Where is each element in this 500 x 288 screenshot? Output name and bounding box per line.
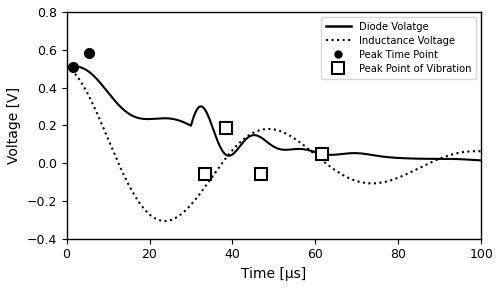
Diode Volatge (70, 65, 76, 68)
Inductance Voltage (478, 150, 484, 153)
Inductance Voltage (162, 219, 168, 223)
Inductance Voltage (404, 172, 410, 175)
Y-axis label: Voltage [V]: Voltage [V] (7, 87, 21, 164)
Line: Diode Volatge: Diode Volatge (66, 66, 481, 160)
Inductance Voltage (312, 153, 318, 156)
Inductance Voltage (139, 204, 145, 208)
Diode Volatge (222, 152, 228, 156)
Diode Volatge (139, 117, 145, 120)
Legend: Diode Volatge, Inductance Voltage, Peak Time Point, Peak Point of Vibration: Diode Volatge, Inductance Voltage, Peak … (320, 17, 476, 79)
Inductance Voltage (222, 158, 228, 161)
X-axis label: Time [μs]: Time [μs] (241, 267, 306, 281)
Inductance Voltage (334, 169, 340, 173)
Diode Volatge (404, 157, 410, 160)
Inductance Voltage (64, 65, 70, 69)
Diode Volatge (64, 65, 70, 69)
Line: Inductance Voltage: Inductance Voltage (66, 67, 481, 221)
Diode Volatge (373, 154, 379, 157)
Diode Volatge (478, 159, 484, 162)
Diode Volatge (334, 153, 340, 156)
Inductance Voltage (373, 181, 379, 185)
Diode Volatge (312, 150, 318, 154)
